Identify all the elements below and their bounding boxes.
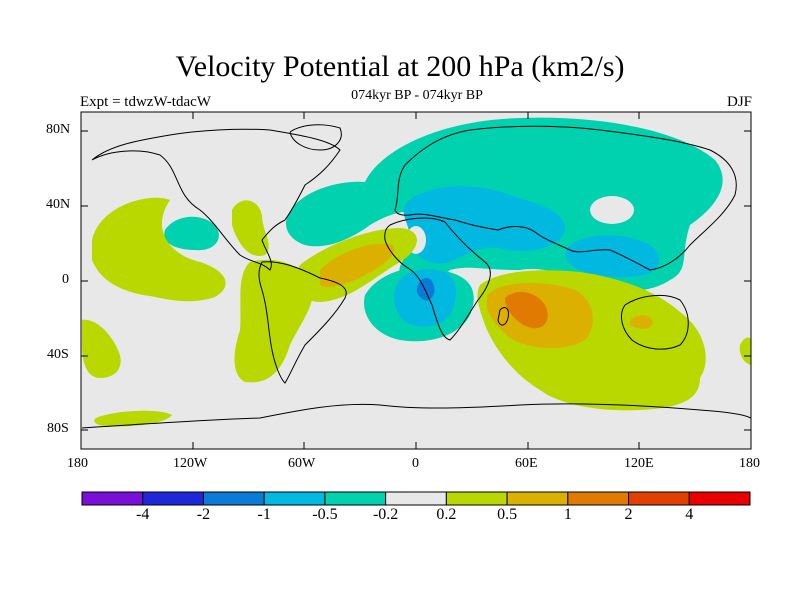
contour-yg-npacific: [92, 197, 226, 302]
contour-yg-southpacific: [82, 319, 121, 378]
colorbar-box: [324, 491, 387, 506]
lon-label-60e: 60E: [515, 456, 538, 471]
contour-yg-samerica: [234, 259, 313, 383]
contour-orange-core: [505, 291, 548, 329]
lat-label-80n: 80N: [46, 122, 71, 137]
colorbar-label: -1: [257, 506, 271, 523]
contour-fields: [81, 117, 751, 429]
coastline-greenland: [289, 124, 342, 151]
lon-label-0: 0: [412, 456, 419, 471]
coastline-antarctica: [81, 403, 751, 429]
colorbar-label: 0.5: [497, 506, 518, 523]
lon-label-180w: 180: [67, 456, 88, 471]
lon-ticks: [192, 112, 640, 449]
colorbar-label: -2: [196, 506, 211, 523]
lat-ticks: [81, 130, 751, 431]
lon-label-180e: 180: [739, 456, 760, 471]
colorbar-label: 2: [624, 506, 633, 523]
lat-label-40s: 40S: [47, 347, 69, 362]
lon-label-60w: 60W: [288, 456, 316, 471]
lat-label-0: 0: [62, 272, 69, 287]
contour-gold-australia: [630, 315, 653, 329]
coastline-africa: [384, 217, 491, 341]
contour-blue-core: [416, 277, 435, 301]
coastlines: [81, 124, 751, 429]
lat-label-80s: 80S: [47, 421, 69, 436]
colorbar-box: [142, 491, 204, 506]
contour-yg-southern: [94, 410, 172, 427]
colorbar: [81, 491, 751, 506]
map-subtitle: 074kyr BP - 074kyr BP: [351, 88, 483, 103]
colorbar-box: [81, 491, 144, 506]
contour-lightblue-asia: [565, 235, 660, 278]
colorbar-box: [688, 491, 751, 506]
contour-cyan-pacific: [164, 216, 219, 251]
contour-lightblue-europe: [403, 186, 565, 264]
coastline-madagascar: [497, 307, 509, 326]
colorbar-box: [445, 491, 508, 506]
season-label: DJF: [726, 94, 752, 110]
colorbar-label: 4: [685, 506, 694, 523]
coastline-north-america: [91, 128, 341, 271]
colorbar-label: 1: [563, 506, 572, 523]
coastline-south-america: [258, 261, 347, 384]
colorbar-box: [628, 491, 690, 506]
coastline-australia: [621, 294, 689, 350]
contour-gold-atlantic: [320, 243, 395, 287]
colorbar-label: -4: [136, 506, 150, 523]
colorbar-box: [385, 491, 447, 506]
colorbar-box: [202, 491, 265, 506]
colorbar-label: -0.5: [312, 506, 338, 523]
lat-label-40n: 40N: [46, 197, 71, 212]
colorbar-box: [567, 491, 630, 506]
colorbar-label: 0.2: [436, 506, 457, 523]
contour-yg-eastindian: [739, 337, 751, 365]
colorbar-box: [506, 491, 569, 506]
map-title: Velocity Potential at 200 hPa (km2/s): [175, 50, 625, 83]
coastline-eurasia: [394, 125, 737, 271]
contour-yg-namerica: [232, 200, 269, 256]
colorbar-label: -0.2: [372, 506, 399, 523]
lon-label-120e: 120E: [624, 456, 654, 471]
contour-neutral-asia: [590, 196, 634, 224]
experiment-label: Expt = tdwzW-tdacW: [80, 94, 211, 110]
lon-label-120w: 120W: [173, 456, 208, 471]
colorbar-box: [263, 491, 326, 506]
